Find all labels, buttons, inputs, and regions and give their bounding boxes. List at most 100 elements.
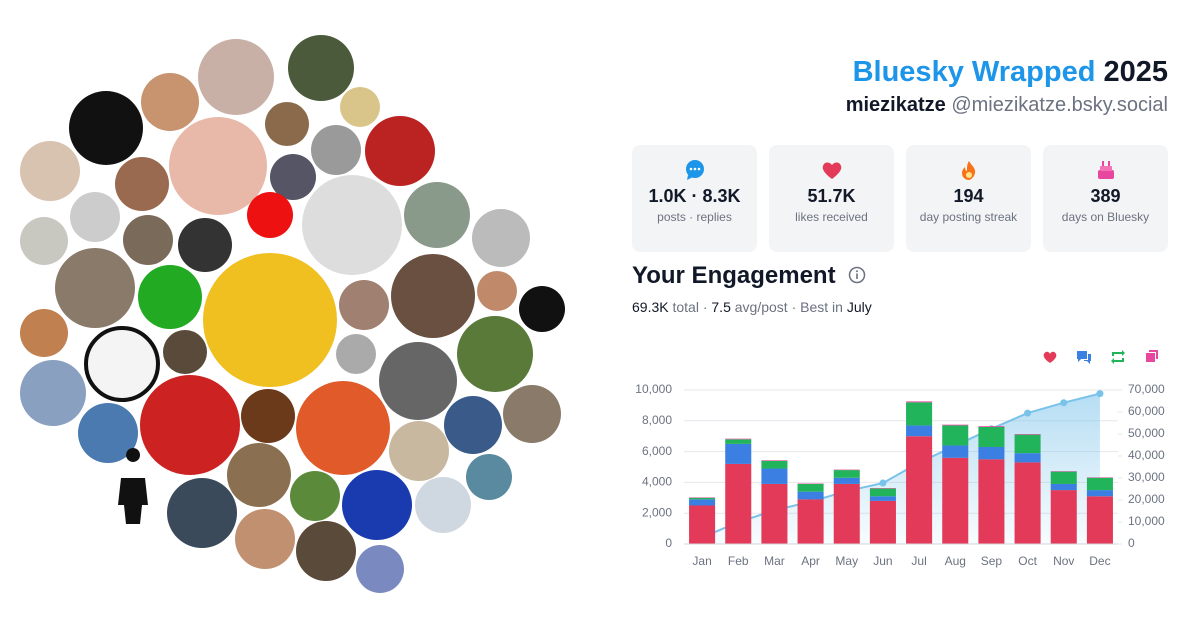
y-tick-label: 8,000: [642, 413, 672, 427]
avatar[interactable]: [20, 360, 86, 426]
avatar[interactable]: [169, 117, 267, 215]
avatar[interactable]: [379, 342, 457, 420]
bar: [1050, 471, 1077, 484]
x-tick-label: Feb: [728, 554, 749, 568]
x-tick-label: May: [835, 554, 858, 568]
stat-value: 51.7K: [807, 186, 856, 206]
bar: [689, 505, 716, 544]
bar: [833, 477, 860, 484]
point: [1060, 399, 1068, 407]
avatar[interactable]: [140, 375, 240, 475]
best: July: [846, 299, 872, 315]
legend-icon[interactable]: [1077, 351, 1091, 364]
avatar[interactable]: [203, 253, 337, 387]
avatar[interactable]: [342, 470, 412, 540]
bar: [906, 401, 933, 403]
avatar[interactable]: [296, 521, 356, 581]
x-tick-label: Jan: [692, 554, 711, 568]
avatar[interactable]: [265, 102, 309, 146]
display-name: miezikatze: [845, 94, 946, 116]
avatar[interactable]: [20, 141, 80, 201]
x-tick-label: Sep: [981, 554, 1003, 568]
avatar[interactable]: [296, 381, 390, 475]
avatar[interactable]: [84, 326, 160, 402]
y-tick-label: 2,000: [642, 505, 672, 519]
bar: [725, 438, 752, 440]
avatar[interactable]: [247, 192, 293, 238]
info-icon[interactable]: [848, 266, 866, 284]
legend-icon[interactable]: [1043, 351, 1057, 363]
point: [1024, 409, 1032, 417]
y2-tick-label: 70,000: [1128, 382, 1165, 396]
stat-label: posts · replies: [657, 210, 732, 224]
avatar[interactable]: [444, 396, 502, 454]
avatar[interactable]: [20, 309, 68, 357]
avatar[interactable]: [227, 443, 291, 507]
avatar[interactable]: [70, 192, 120, 242]
avatar[interactable]: [472, 209, 530, 267]
avatar[interactable]: [477, 271, 517, 311]
avatar[interactable]: [519, 286, 565, 332]
bar: [906, 425, 933, 437]
x-tick-label: Mar: [764, 554, 785, 568]
icon: [1098, 161, 1114, 179]
handle[interactable]: @miezikatze.bsky.social: [951, 94, 1168, 116]
x-tick-label: Jul: [911, 554, 926, 568]
avatar[interactable]: [163, 330, 207, 374]
avatar[interactable]: [55, 248, 135, 328]
bar: [978, 459, 1005, 544]
bar: [725, 443, 752, 464]
avatar[interactable]: [235, 509, 295, 569]
stat-card: 51.7K likes received: [769, 145, 894, 252]
bar: [761, 460, 788, 469]
avatar[interactable]: [415, 477, 471, 533]
bar: [761, 460, 788, 461]
avatar[interactable]: [78, 403, 138, 463]
total-label: total ·: [672, 299, 708, 315]
avatar[interactable]: [115, 157, 169, 211]
avatar[interactable]: [457, 316, 533, 392]
avatar[interactable]: [288, 35, 354, 101]
avatar[interactable]: [339, 280, 389, 330]
silhouette: [118, 448, 148, 524]
avatar[interactable]: [241, 389, 295, 443]
avatar[interactable]: [69, 91, 143, 165]
bar: [761, 483, 788, 544]
bar: [833, 483, 860, 544]
avatar[interactable]: [340, 87, 380, 127]
avatar[interactable]: [503, 385, 561, 443]
icon: [822, 162, 842, 179]
avatar[interactable]: [178, 218, 232, 272]
bar: [869, 488, 896, 497]
avatar[interactable]: [404, 182, 470, 248]
legend-icon[interactable]: [1111, 350, 1125, 364]
y2-tick-label: 10,000: [1128, 514, 1165, 528]
bar: [833, 470, 860, 478]
brand: Bluesky Wrapped: [852, 56, 1096, 88]
avatar[interactable]: [123, 215, 173, 265]
avatar[interactable]: [167, 478, 237, 548]
avatar[interactable]: [311, 125, 361, 175]
point: [879, 479, 887, 487]
avg-label: avg/post · Best in: [734, 299, 843, 315]
avatar[interactable]: [336, 334, 376, 374]
x-tick-label: Oct: [1018, 554, 1037, 568]
y-tick-label: 0: [665, 536, 672, 550]
y2-tick-label: 40,000: [1128, 448, 1165, 462]
avatar[interactable]: [270, 154, 316, 200]
x-tick-label: Aug: [945, 554, 966, 568]
avatar[interactable]: [391, 254, 475, 338]
avatar[interactable]: [356, 545, 404, 593]
avatar[interactable]: [141, 73, 199, 131]
avatar[interactable]: [198, 39, 274, 115]
legend-icon[interactable]: [1146, 350, 1158, 362]
avatar[interactable]: [20, 217, 68, 265]
account: miezikatze @miezikatze.bsky.social: [846, 94, 1168, 117]
bar: [942, 445, 969, 458]
avatar[interactable]: [365, 116, 435, 186]
avatar[interactable]: [138, 265, 202, 329]
avatar[interactable]: [389, 421, 449, 481]
avatar[interactable]: [302, 175, 402, 275]
avatar[interactable]: [466, 454, 512, 500]
avatar[interactable]: [290, 471, 340, 521]
